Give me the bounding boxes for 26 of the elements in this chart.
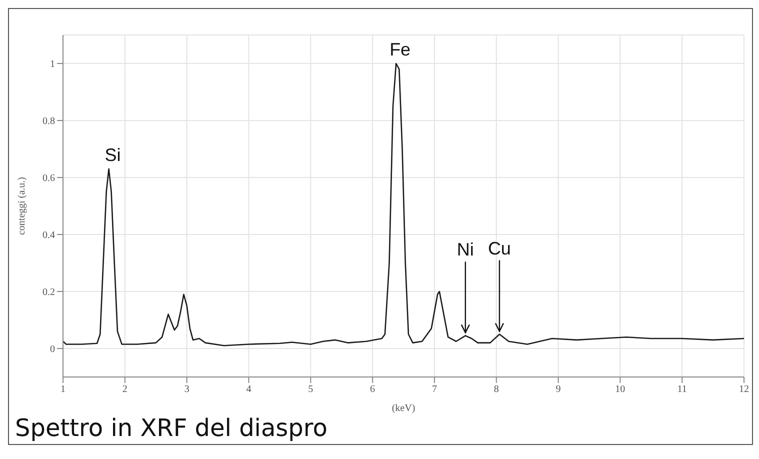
x-tick-label: 2 [122, 384, 128, 396]
annotation: Fe [390, 40, 411, 60]
y-tick-label: 0.6 [42, 173, 55, 184]
x-tick-label: 11 [677, 384, 687, 396]
text: Spettro in XRF del diaspro [14, 414, 328, 444]
x-tick-label: 9 [556, 384, 561, 396]
x-tick-label: 7 [432, 384, 437, 396]
y-tick-label: 0.8 [42, 116, 55, 128]
x-axis-title: (keV) [390, 403, 416, 414]
x-tick-label: 6 [370, 384, 376, 396]
x-tick-label: 8 [494, 384, 499, 396]
annotation: Si [104, 144, 121, 165]
x-tick-label: 1 [60, 384, 66, 396]
y-tick-label: 0 [50, 344, 55, 356]
y-tick-label: 0.2 [42, 287, 55, 298]
line-series [63, 62, 744, 346]
x-tick-label: 12 [739, 384, 749, 396]
x-tick-label: 4 [246, 384, 252, 396]
annotation: Ni [456, 240, 474, 260]
x-tick-label: 5 [308, 384, 314, 396]
y-tick-label: 1 [50, 59, 55, 70]
y-tick-label: 0.4 [42, 230, 55, 242]
x-tick-label: 10 [615, 384, 626, 396]
x-tick-label: 3 [184, 384, 190, 396]
y-axis-title: conteggi (a.u.) [16, 176, 28, 236]
annotation: Cu [488, 238, 511, 258]
